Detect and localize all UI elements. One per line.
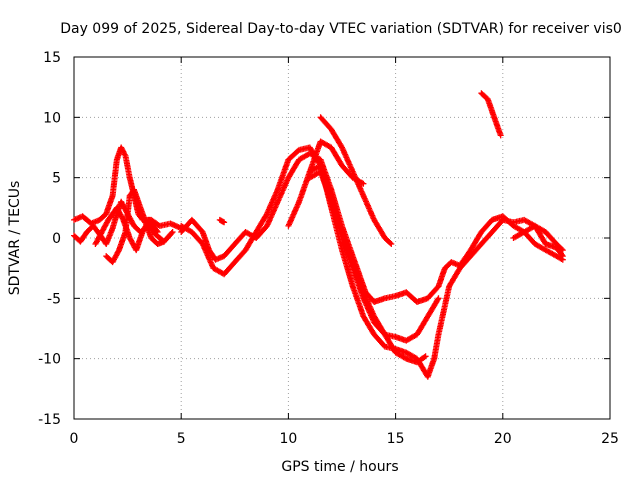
series-trace-h <box>306 168 429 366</box>
data-point <box>161 238 167 245</box>
data-point <box>169 229 176 235</box>
data-point <box>435 295 442 302</box>
data-point <box>115 248 122 255</box>
data-point <box>119 215 126 222</box>
x-tick-label: 25 <box>601 431 619 447</box>
x-tick-label: 5 <box>177 431 186 447</box>
tick-labels: 0 5 10 15 20 25 -15 -10 -5 0 5 10 15 <box>38 50 619 447</box>
data-point <box>558 251 565 258</box>
data-point <box>422 353 429 360</box>
y-tick-label: -5 <box>47 291 61 307</box>
y-tick-label: 5 <box>52 171 61 187</box>
x-tick-label: 20 <box>494 431 512 447</box>
x-tick-label: 10 <box>279 431 297 447</box>
data-point <box>295 147 301 154</box>
data-point <box>154 229 161 235</box>
data-point <box>559 253 566 260</box>
series-trace-j <box>478 90 504 139</box>
y-tick-label: 10 <box>43 110 61 126</box>
y-tick-label: -15 <box>38 412 61 428</box>
data-point <box>221 219 228 226</box>
x-tick-label: 15 <box>387 431 405 447</box>
series-trace-m <box>216 216 228 226</box>
data-point <box>153 227 160 234</box>
data-point <box>388 241 395 247</box>
data-point <box>402 354 408 361</box>
data-point <box>387 240 394 246</box>
x-tick-label: 0 <box>70 431 79 447</box>
data-point <box>434 296 441 303</box>
series-trace-l <box>510 222 566 260</box>
data-point <box>360 180 367 187</box>
chart-title: Day 099 of 2025, Sidereal Day-to-day VTE… <box>60 21 622 37</box>
series-trace-k <box>285 138 367 229</box>
y-tick-label: -10 <box>38 352 61 368</box>
y-tick-label: 15 <box>43 50 61 66</box>
series-trace-d <box>103 186 167 266</box>
data-point <box>497 132 504 139</box>
y-tick-label: 0 <box>52 231 61 247</box>
series-trace-e <box>178 150 566 305</box>
data-point <box>359 179 366 186</box>
data-point <box>168 230 175 236</box>
x-axis-label: GPS time / hours <box>281 459 398 475</box>
series-trace-i <box>317 114 395 247</box>
data-points <box>71 90 566 380</box>
series-trace-f <box>178 144 566 380</box>
y-axis-label: SDTVAR / TECUs <box>7 181 23 296</box>
data-point <box>421 354 428 361</box>
